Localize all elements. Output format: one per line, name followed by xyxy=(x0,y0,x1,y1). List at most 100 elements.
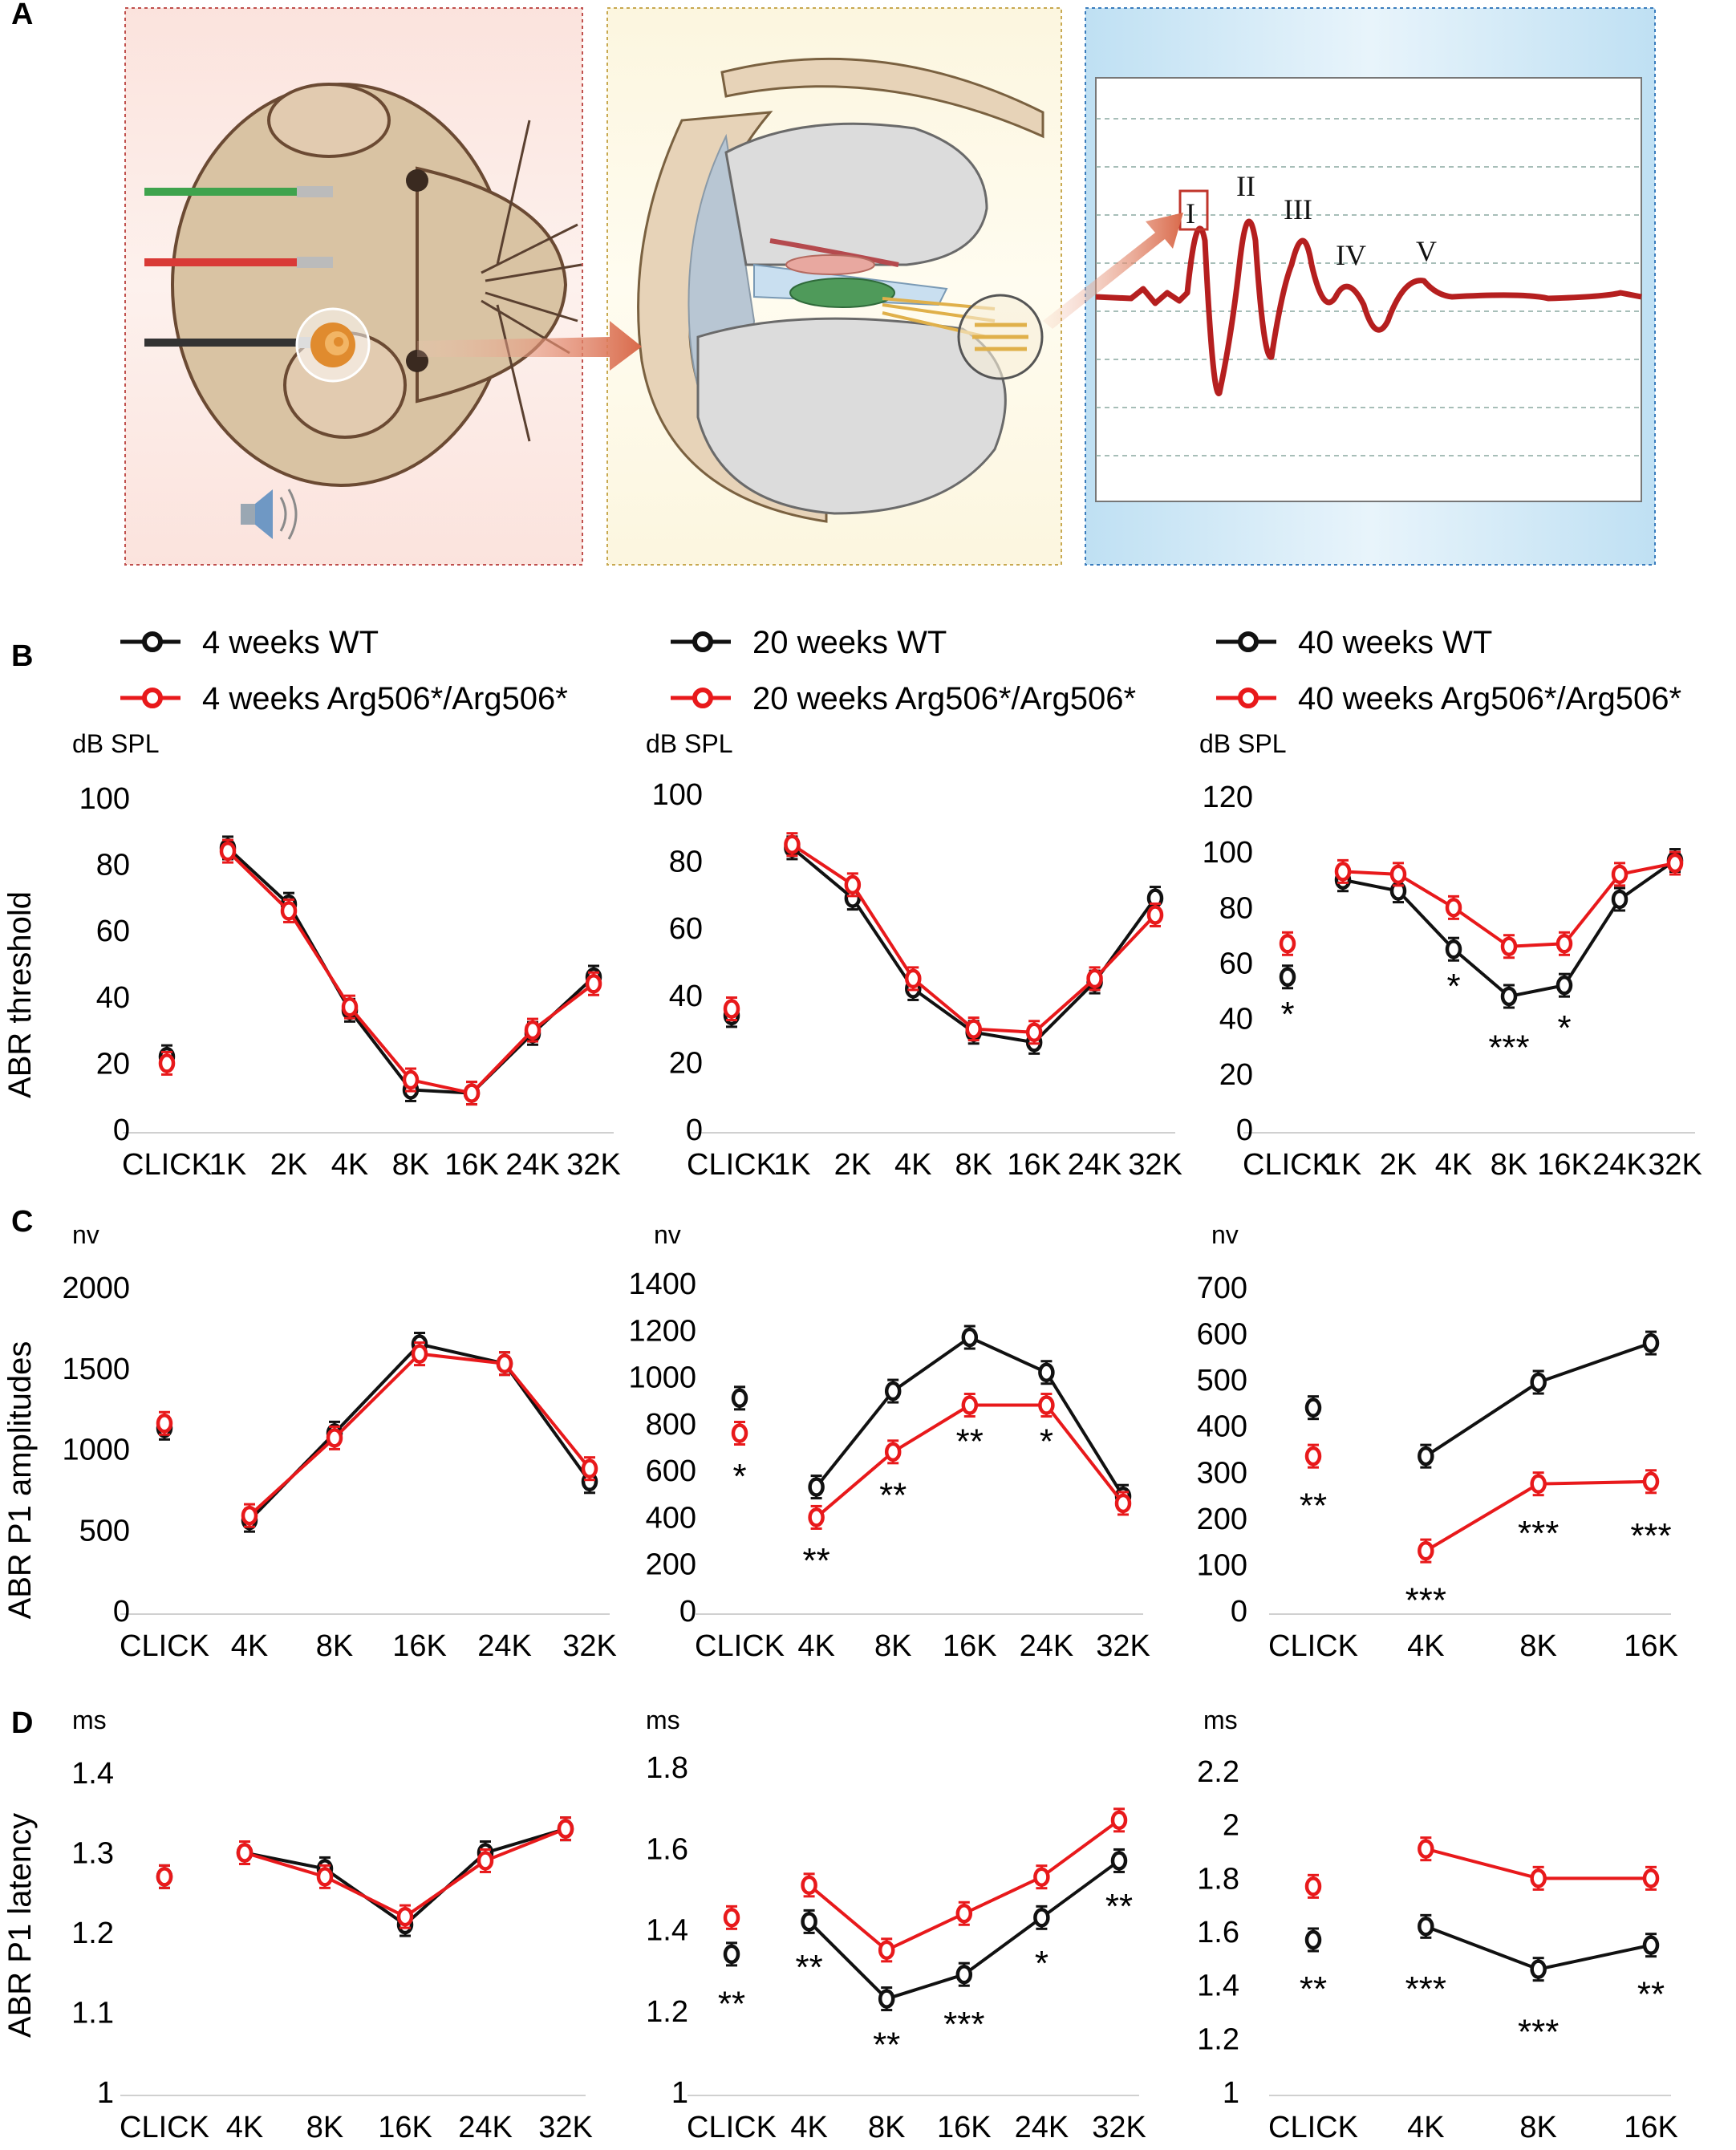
data-point xyxy=(1556,934,1573,954)
x-tick-label: 24K xyxy=(505,1148,560,1182)
data-point xyxy=(878,1989,895,2009)
series-line xyxy=(248,1352,591,1517)
legend-wt-marker xyxy=(692,631,713,652)
y-tick-label: 2.2 xyxy=(1197,1755,1239,1789)
row-title-threshold: ABR threshold xyxy=(2,891,38,1098)
abr-waveform xyxy=(1095,218,1642,396)
y-tick-label: 40 xyxy=(1219,1003,1253,1036)
y-tick-label: 200 xyxy=(646,1548,696,1582)
y-tick-label: 80 xyxy=(96,849,130,882)
x-tick-label: 24K xyxy=(1068,1148,1122,1182)
y-tick-label: 1000 xyxy=(628,1361,696,1395)
significance-marker: *** xyxy=(1518,1514,1559,1553)
x-tick-label: 16K xyxy=(1007,1148,1061,1182)
significance-marker: *** xyxy=(1488,1028,1529,1067)
x-tick-label: 2K xyxy=(1380,1148,1417,1182)
data-point xyxy=(884,1442,902,1462)
legend-wt-label: 4 weeks WT xyxy=(202,625,379,660)
data-point xyxy=(341,996,359,1017)
y-tick-label: 1.2 xyxy=(1197,2022,1239,2056)
data-point xyxy=(1279,967,1296,988)
y-tick-label: 500 xyxy=(79,1514,130,1548)
x-tick-label: 16K xyxy=(943,1629,997,1663)
y-tick-label: 1.6 xyxy=(646,1832,688,1866)
data-point xyxy=(961,1327,979,1348)
y-tick-label: 0 xyxy=(679,1595,696,1629)
y-tick-label: 1.2 xyxy=(646,1995,688,2029)
x-tick-label: 16K xyxy=(937,2111,992,2144)
x-tick-label: CLICK xyxy=(1268,1629,1358,1663)
data-point xyxy=(955,1964,973,1985)
significance-marker: * xyxy=(1280,995,1294,1034)
significance-marker: *** xyxy=(1405,1969,1446,2009)
y-tick-label: 1200 xyxy=(628,1314,696,1348)
data-point xyxy=(1530,1959,1547,1979)
mouse-illustration xyxy=(171,83,582,487)
panel-a: I II III IV V xyxy=(124,7,1656,566)
waveform-display xyxy=(1095,77,1642,502)
wave-peak-label: IV xyxy=(1336,239,1366,271)
data-point xyxy=(731,1423,748,1443)
significance-marker: * xyxy=(1035,1944,1048,1983)
y-tick-label: 0 xyxy=(1231,1595,1247,1629)
y-tick-label: 60 xyxy=(1219,947,1253,981)
data-point xyxy=(1418,1917,1434,1937)
significance-marker: * xyxy=(1446,967,1460,1006)
cochlea-icon xyxy=(295,307,371,383)
significance-marker: ** xyxy=(1300,1487,1327,1526)
data-point xyxy=(1304,1446,1322,1466)
y-tick-label: 100 xyxy=(1197,1548,1247,1582)
wave-peak-label: I xyxy=(1186,197,1195,229)
axis-unit-label: ms xyxy=(72,1706,107,1734)
data-point xyxy=(731,1388,748,1409)
series-line xyxy=(808,1819,1121,1953)
x-tick-label: 4K xyxy=(231,1629,268,1663)
x-tick-label: 8K xyxy=(306,2111,343,2144)
panel-label-d: D xyxy=(11,1706,33,1740)
data-point xyxy=(1110,1810,1128,1831)
series-line xyxy=(791,846,1157,1045)
y-tick-label: 800 xyxy=(646,1408,696,1442)
data-point xyxy=(496,1353,513,1373)
x-tick-label: 8K xyxy=(955,1148,992,1182)
y-tick-label: 600 xyxy=(646,1454,696,1488)
series-line xyxy=(226,850,595,1095)
significance-marker: ** xyxy=(956,1422,984,1461)
x-tick-label: 8K xyxy=(316,1629,353,1663)
legend-wt-label: 40 weeks WT xyxy=(1298,625,1492,660)
axis-unit-label: nv xyxy=(1211,1220,1239,1249)
data-point xyxy=(1530,1474,1547,1494)
x-tick-label: 4K xyxy=(790,2111,827,2144)
x-tick-label: 1K xyxy=(209,1148,246,1182)
data-point xyxy=(585,974,602,994)
data-point xyxy=(463,1083,481,1103)
x-tick-label: 24K xyxy=(477,1629,532,1663)
x-tick-label: 32K xyxy=(1092,2111,1146,2144)
y-tick-label: 100 xyxy=(79,782,130,816)
y-tick-label: 200 xyxy=(1197,1503,1247,1536)
data-point xyxy=(1110,1851,1128,1871)
data-point xyxy=(808,1477,825,1497)
cochlea-section-illustration xyxy=(637,57,1044,523)
wave-peak-label: III xyxy=(1284,193,1312,225)
legend-mut-marker xyxy=(692,688,713,708)
data-point xyxy=(158,1053,176,1073)
x-tick-label: 8K xyxy=(868,2111,905,2144)
significance-marker: * xyxy=(732,1457,746,1496)
significance-marker: ** xyxy=(795,1948,822,1987)
x-tick-label: 4K xyxy=(226,2111,263,2144)
data-point xyxy=(1642,1471,1660,1492)
row-title-amplitude: ABR P1 amplitudes xyxy=(2,1341,38,1620)
significance-marker: ** xyxy=(802,1541,829,1580)
panel-label-a: A xyxy=(11,0,33,31)
data-point xyxy=(1666,853,1684,874)
data-point xyxy=(1445,939,1462,959)
y-tick-label: 1000 xyxy=(62,1434,130,1467)
y-tick-label: 80 xyxy=(1219,891,1253,925)
data-point xyxy=(878,1940,895,1961)
axis-unit-label: ms xyxy=(1203,1706,1238,1734)
